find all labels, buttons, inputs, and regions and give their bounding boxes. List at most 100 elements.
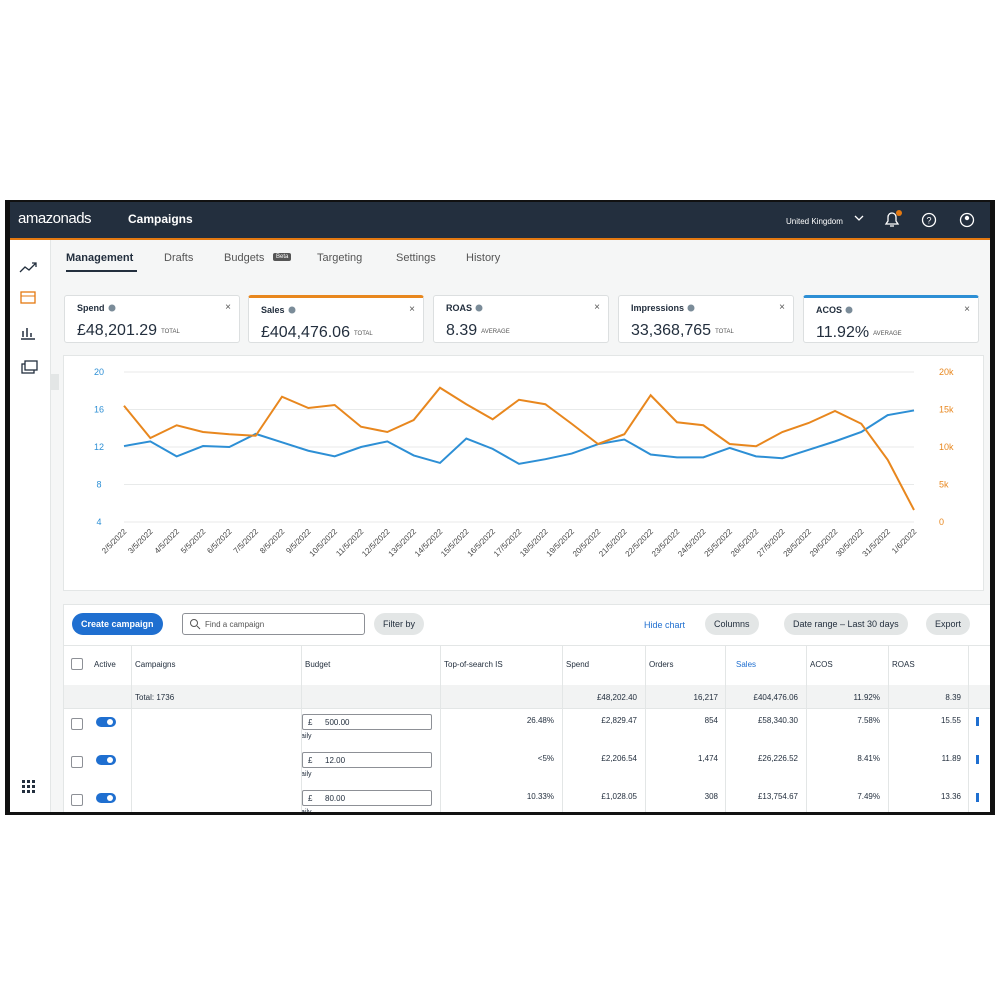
logo[interactable]: amazonads <box>18 210 92 227</box>
cell-acos: 8.41% <box>857 754 880 763</box>
active-toggle[interactable] <box>96 717 116 727</box>
user-icon[interactable] <box>959 212 975 228</box>
search-icon <box>190 619 201 630</box>
budget-currency: £ <box>308 794 313 803</box>
export-button[interactable]: Export <box>926 613 971 635</box>
search-input[interactable]: Find a campaign <box>182 613 365 635</box>
row-link[interactable] <box>976 717 979 726</box>
columns-button[interactable]: Columns <box>705 613 759 635</box>
region-select[interactable]: United Kingdom <box>786 217 843 226</box>
column-divider <box>725 645 726 812</box>
chart: 4 8 12 16 20 0 5k 10k 15k 20k 2/5/20223/5/20224/5/… <box>94 367 954 559</box>
active-toggle[interactable] <box>96 755 116 765</box>
column-header[interactable]: Budget <box>305 660 331 669</box>
tab[interactable]: Drafts <box>164 252 194 264</box>
bell-icon[interactable] <box>884 212 900 227</box>
info-icon[interactable] <box>288 306 296 314</box>
close-icon[interactable]: × <box>964 304 970 315</box>
close-icon[interactable]: × <box>409 304 415 315</box>
close-icon[interactable]: × <box>779 302 785 313</box>
chart-panel: 4 8 12 16 20 0 5k 10k 15k 20k 2/5/2022 3/5/2022 4/5/… <box>63 355 984 591</box>
cell-roas: 15.55 <box>940 716 961 725</box>
handle <box>196 625 201 630</box>
nav-icons: ? <box>854 210 975 228</box>
budget-input[interactable]: £80.00 <box>302 790 432 806</box>
hide-chart-link[interactable]: Hide chart <box>644 620 686 630</box>
cell-top_search: 26.48% <box>526 716 554 725</box>
column-header[interactable]: ROAS <box>892 660 915 669</box>
active-toggle[interactable] <box>96 793 116 803</box>
metric-card[interactable]: Sales × £404,476.06 TOTAL <box>248 295 424 343</box>
close-icon[interactable]: × <box>225 302 231 313</box>
budget-input[interactable]: £500.00 <box>302 714 432 730</box>
metric-card[interactable]: ROAS × 8.39 AVERAGE <box>433 295 609 343</box>
cell-sales: £58,340.30 <box>757 716 798 725</box>
budget-type: Daily <box>302 809 312 812</box>
row-link[interactable] <box>976 793 979 802</box>
row-link[interactable] <box>976 755 979 764</box>
tab[interactable]: Targeting <box>317 252 363 264</box>
metric-label: Sales <box>261 305 296 315</box>
total-row <box>64 685 990 709</box>
x-tick-label: 4/5/2022 <box>153 527 182 556</box>
y-tick-label: 16 <box>94 405 104 415</box>
tab[interactable]: Budgets <box>224 252 265 264</box>
column-divider <box>645 645 646 812</box>
column-header[interactable]: Top-of-search IS <box>444 660 503 669</box>
metric-value: 33,368,765 <box>631 322 712 339</box>
row-checkbox[interactable] <box>71 756 83 768</box>
info-icon[interactable] <box>475 304 483 312</box>
help-icon[interactable] <box>921 212 937 228</box>
budget-input[interactable]: £12.00 <box>302 752 432 768</box>
cell-orders: 16,217 <box>693 693 718 702</box>
metric-card[interactable]: Spend × £48,201.29 TOTAL <box>64 295 240 343</box>
column-header[interactable]: Campaigns <box>135 660 176 669</box>
tab[interactable]: Settings <box>396 252 436 264</box>
cell-roas: 13.36 <box>940 792 961 801</box>
column-divider <box>440 645 441 812</box>
column-header[interactable]: Sales <box>736 660 757 669</box>
app: amazonads Campaigns United Kingdom ? <box>10 202 990 812</box>
date-range-button[interactable]: Date range – Last 30 days <box>784 613 908 635</box>
info-icon[interactable] <box>108 304 116 312</box>
row-checkbox[interactable] <box>71 794 83 806</box>
help-glyph: ? <box>926 216 931 226</box>
nav-icon[interactable] <box>19 262 37 273</box>
collapse-handle[interactable] <box>51 374 59 390</box>
cell-roas: 8.39 <box>945 693 961 702</box>
tab-badge: Beta <box>273 253 292 261</box>
cell-top_search: <5% <box>537 754 554 763</box>
tab[interactable]: Management <box>66 252 134 264</box>
metric-suffix: TOTAL <box>715 329 734 335</box>
cell-spend: £2,206.54 <box>601 754 637 763</box>
filter-button[interactable]: Filter by <box>374 613 425 635</box>
metric-value: 8.39 <box>446 322 478 339</box>
tab[interactable]: History <box>466 252 501 264</box>
row <box>64 708 990 747</box>
metric-card[interactable]: ACOS × 11.92% AVERAGE <box>803 295 979 343</box>
column-header[interactable]: Active <box>94 660 116 669</box>
column-header[interactable]: Orders <box>649 660 674 669</box>
create-campaign-button[interactable]: Create campaign <box>72 613 163 635</box>
nav-icon[interactable] <box>21 328 35 340</box>
total-label: Total: 1736 <box>135 693 175 702</box>
header-checkbox[interactable] <box>71 658 83 670</box>
column-divider <box>806 645 807 812</box>
column-header[interactable]: Spend <box>566 660 590 669</box>
metric-label: ROAS <box>446 303 483 313</box>
column-header[interactable]: ACOS <box>810 660 833 669</box>
close-icon[interactable]: × <box>594 302 600 313</box>
chevron[interactable] <box>854 215 864 221</box>
row-checkbox[interactable] <box>71 718 83 730</box>
x-tick-label: 2/5/2022 <box>100 527 129 556</box>
info-icon[interactable] <box>687 304 695 312</box>
cell-sales: £404,476.06 <box>753 693 799 702</box>
nav-icon-active[interactable] <box>20 291 36 304</box>
metric-card[interactable]: Impressions × 33,368,765 TOTAL <box>618 295 794 343</box>
info-icon[interactable] <box>845 306 853 314</box>
info-circle <box>687 304 695 312</box>
x-tick-label: 8/5/2022 <box>258 527 287 556</box>
apps-icon[interactable] <box>22 780 35 793</box>
x-tick-label: 1/6/2022 <box>890 527 919 556</box>
metric-value: 11.92% <box>816 324 870 341</box>
